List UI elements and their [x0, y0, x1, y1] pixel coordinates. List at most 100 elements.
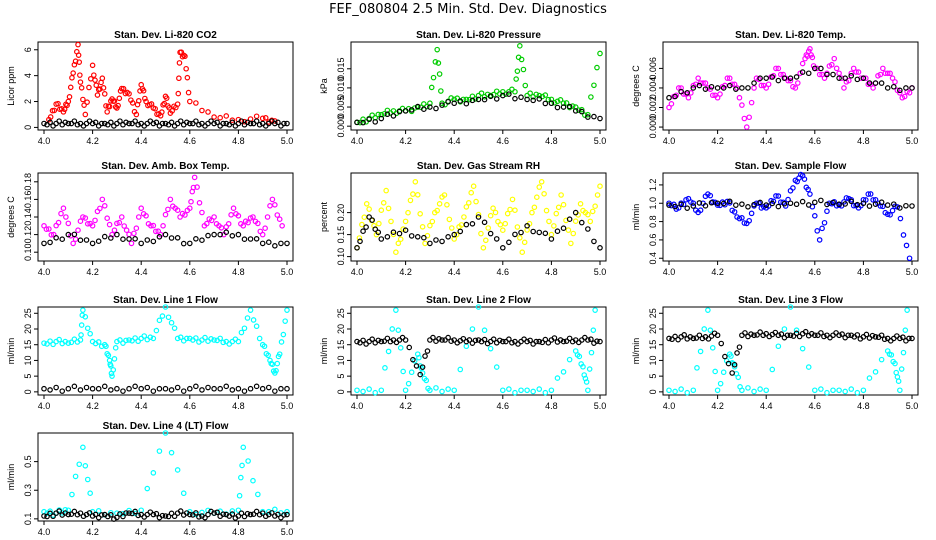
- data-point: [821, 333, 827, 340]
- data-point: [438, 88, 444, 94]
- series-cyan: [666, 304, 910, 396]
- data-point: [898, 366, 905, 372]
- data-point: [126, 120, 132, 127]
- data-point: [427, 104, 433, 110]
- x-tick-label: 4.6: [497, 136, 510, 146]
- data-point: [793, 201, 800, 208]
- data-point: [589, 208, 596, 215]
- data-point: [123, 119, 129, 126]
- data-point: [82, 463, 89, 469]
- data-point: [276, 351, 283, 357]
- data-point: [872, 334, 879, 340]
- data-point: [763, 387, 770, 394]
- data-point: [506, 336, 512, 342]
- data-point: [565, 227, 572, 233]
- data-point: [506, 239, 512, 246]
- data-point: [71, 336, 78, 342]
- data-point: [472, 96, 479, 102]
- data-point: [410, 191, 416, 197]
- data-point: [591, 82, 597, 89]
- data-point: [897, 387, 903, 394]
- data-point: [790, 333, 797, 339]
- data-point: [675, 336, 681, 343]
- x-tick-label: 4.6: [497, 401, 510, 411]
- data-point: [162, 430, 169, 436]
- y-tick-label: 0.18: [23, 173, 33, 191]
- data-point: [61, 106, 68, 113]
- data-point: [126, 236, 132, 242]
- data-point: [597, 183, 603, 190]
- series-cyan: [41, 430, 290, 518]
- data-point: [499, 245, 506, 251]
- data-point: [68, 339, 75, 346]
- data-point: [71, 231, 78, 238]
- data-point: [580, 363, 586, 370]
- data-point: [816, 237, 823, 243]
- data-point: [65, 385, 72, 392]
- data-point: [384, 234, 391, 240]
- data-point: [416, 354, 422, 361]
- data-point: [799, 60, 806, 67]
- chart-title: Stan. Dev. Line 4 (LT) Flow: [103, 421, 229, 432]
- x-tick-label: 4.0: [663, 267, 676, 277]
- data-point: [104, 109, 110, 115]
- data-point: [69, 491, 75, 498]
- data-point: [482, 237, 489, 244]
- data-point: [159, 512, 166, 519]
- data-point: [543, 207, 550, 214]
- y-tick-label: 0.20: [336, 204, 346, 222]
- data-point: [700, 80, 706, 86]
- data-point: [551, 99, 558, 106]
- data-point: [731, 361, 738, 368]
- plot-frame: [350, 172, 607, 262]
- data-point: [860, 75, 867, 81]
- data-point: [751, 85, 757, 91]
- data-point: [116, 95, 123, 102]
- data-point: [775, 193, 782, 199]
- data-point: [228, 212, 234, 218]
- data-point: [184, 74, 191, 81]
- data-point: [193, 236, 199, 242]
- data-point: [259, 231, 266, 238]
- data-point: [512, 207, 518, 214]
- data-point: [104, 215, 110, 222]
- data-point: [280, 331, 287, 338]
- data-point: [278, 339, 285, 345]
- data-point: [378, 387, 385, 394]
- data-point: [274, 360, 281, 367]
- data-point: [499, 92, 506, 99]
- data-point: [396, 230, 403, 237]
- data-point: [276, 216, 283, 223]
- data-point: [518, 94, 524, 101]
- data-point: [480, 245, 487, 251]
- data-point: [787, 200, 794, 207]
- data-point: [152, 105, 158, 112]
- data-point: [560, 338, 567, 345]
- data-point: [238, 118, 245, 124]
- data-point: [527, 337, 533, 344]
- data-point: [95, 385, 102, 392]
- data-point: [729, 370, 735, 376]
- data-point: [188, 198, 194, 205]
- data-point: [223, 383, 230, 390]
- data-point: [422, 353, 428, 359]
- data-point: [274, 212, 281, 218]
- data-point: [518, 56, 525, 63]
- data-point: [733, 86, 739, 92]
- data-point: [235, 513, 242, 519]
- data-point: [177, 508, 184, 514]
- data-point: [481, 96, 488, 103]
- data-point: [414, 192, 421, 198]
- data-point: [255, 491, 261, 498]
- data-point: [395, 327, 402, 333]
- data-point: [211, 120, 217, 127]
- data-point: [383, 187, 389, 194]
- data-point: [843, 195, 850, 201]
- data-point: [811, 213, 818, 219]
- data-point: [193, 335, 199, 341]
- data-point: [56, 118, 62, 124]
- data-point: [472, 337, 479, 344]
- data-point: [756, 76, 762, 83]
- data-point: [217, 335, 223, 342]
- data-point: [509, 196, 516, 203]
